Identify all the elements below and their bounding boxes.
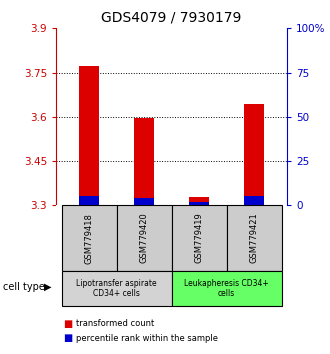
Text: Lipotransfer aspirate
CD34+ cells: Lipotransfer aspirate CD34+ cells: [76, 279, 157, 298]
Bar: [135, 118, 154, 205]
Bar: [135, 198, 154, 205]
Bar: [172, 271, 281, 306]
Bar: [172, 205, 227, 271]
Bar: [245, 103, 264, 205]
Text: percentile rank within the sample: percentile rank within the sample: [76, 333, 218, 343]
Bar: [62, 271, 172, 306]
Text: ▶: ▶: [44, 282, 51, 292]
Bar: [227, 205, 281, 271]
Bar: [62, 205, 116, 271]
Text: cell type: cell type: [3, 282, 45, 292]
Bar: [189, 197, 209, 205]
Bar: [245, 196, 264, 205]
Bar: [116, 205, 172, 271]
Title: GDS4079 / 7930179: GDS4079 / 7930179: [101, 10, 242, 24]
Bar: [189, 202, 209, 205]
Text: GSM779419: GSM779419: [195, 213, 204, 263]
Text: transformed count: transformed count: [76, 319, 154, 329]
Text: ■: ■: [63, 319, 72, 329]
Text: GSM779421: GSM779421: [249, 213, 259, 263]
Text: GSM779418: GSM779418: [84, 213, 94, 263]
Text: GSM779420: GSM779420: [140, 213, 148, 263]
Text: Leukapheresis CD34+
cells: Leukapheresis CD34+ cells: [184, 279, 269, 298]
Bar: [80, 67, 99, 205]
Text: ■: ■: [63, 333, 72, 343]
Bar: [80, 196, 99, 205]
